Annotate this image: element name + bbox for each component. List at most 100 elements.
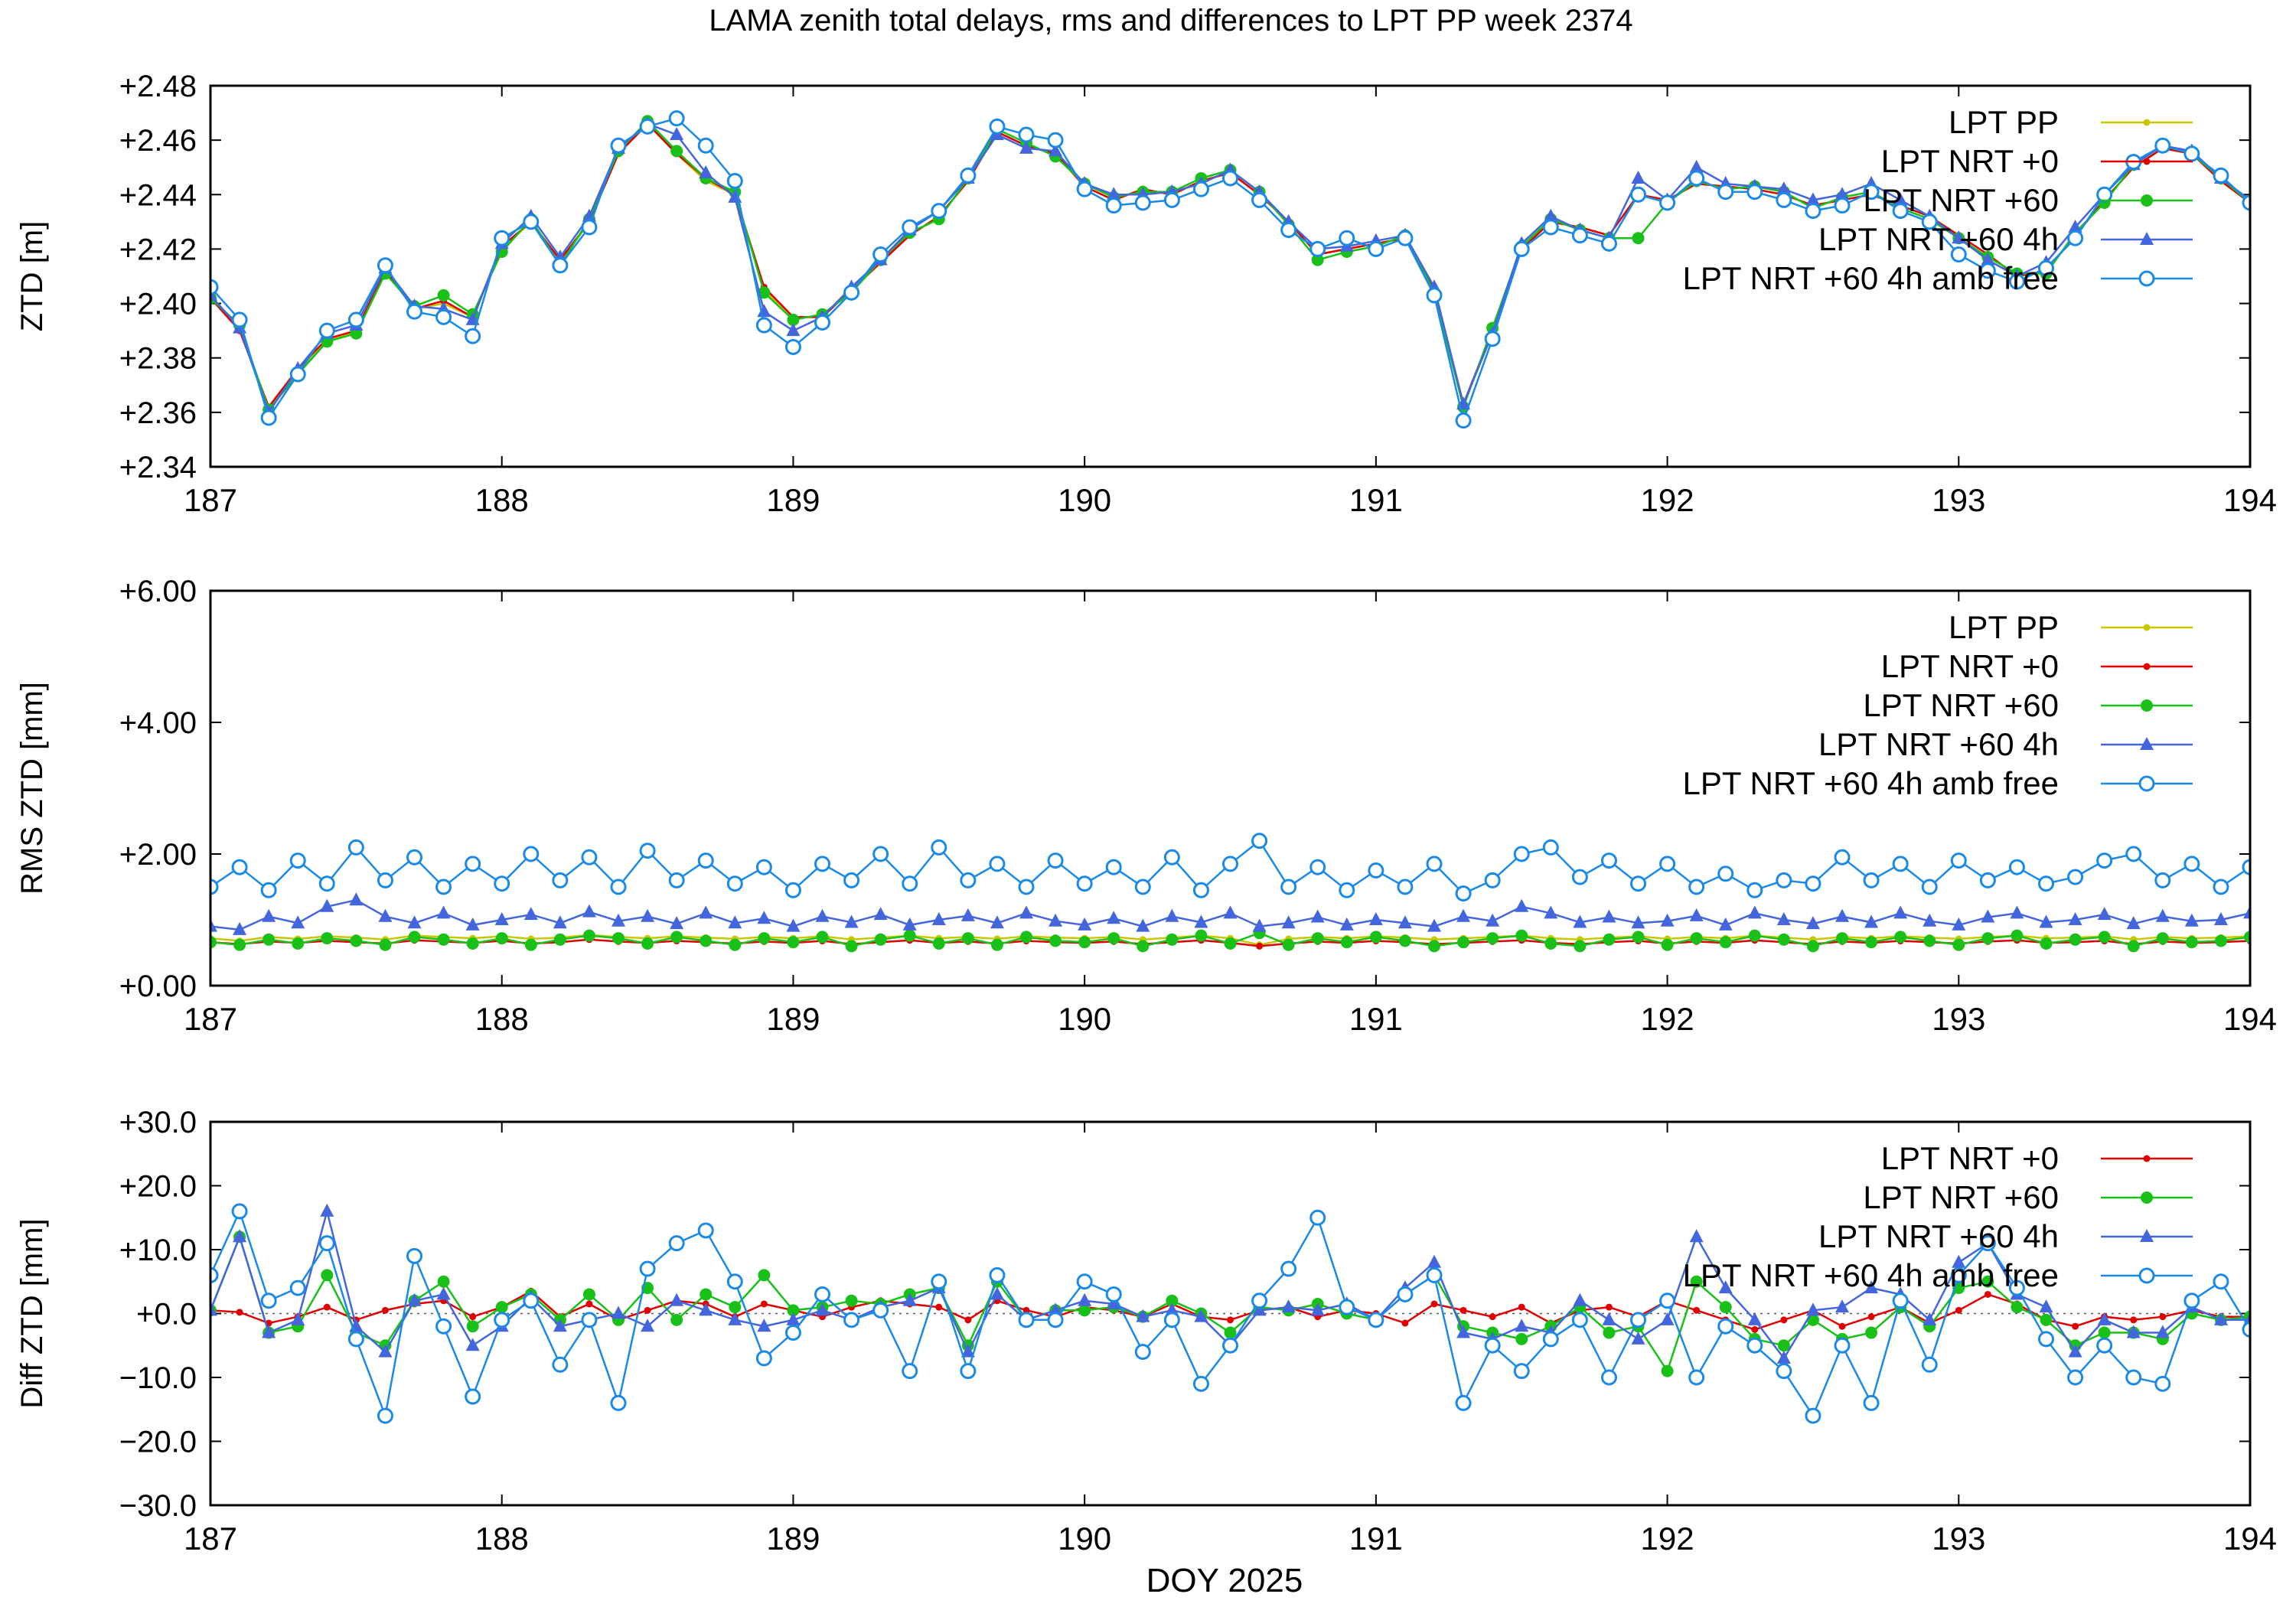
data-point — [1428, 940, 1440, 953]
data-point — [1542, 839, 1559, 856]
y-tick-label: +30.0 — [119, 1106, 197, 1139]
data-point — [1719, 936, 1732, 949]
plot-area — [210, 833, 2250, 953]
legend-marker — [2141, 1191, 2153, 1204]
data-point — [1921, 878, 1938, 895]
data-point — [2097, 907, 2112, 921]
data-point — [932, 937, 945, 950]
y-tick-label: +2.48 — [119, 70, 197, 103]
data-point — [260, 1292, 277, 1309]
data-point — [1251, 1292, 1268, 1309]
data-point — [210, 279, 219, 295]
y-tick-label: −20.0 — [119, 1426, 197, 1459]
data-point — [1690, 1275, 1703, 1288]
data-point — [1222, 170, 1238, 187]
data-point — [2213, 912, 2228, 925]
legend-label: LPT NRT +60 4h amb free — [1683, 1257, 2059, 1293]
data-point — [726, 875, 743, 892]
data-point — [1867, 1313, 1875, 1321]
data-point — [437, 1275, 450, 1288]
data-point — [1747, 1312, 1762, 1325]
data-point — [1426, 1266, 1443, 1283]
data-point — [699, 1302, 713, 1316]
data-point — [1136, 918, 1150, 932]
data-point — [931, 839, 947, 856]
data-point — [1309, 240, 1326, 257]
data-point — [1310, 1302, 1325, 1316]
data-point — [990, 1286, 1004, 1300]
data-point — [872, 1302, 889, 1319]
data-point — [670, 931, 683, 944]
data-point — [1163, 1312, 1180, 1328]
data-point — [2243, 905, 2250, 919]
chart-panel-1: +2.34 +2.36 +2.38 +2.40 +2.42 +2.44 +2.46 +2.48… — [15, 70, 2277, 518]
data-point — [236, 1309, 243, 1316]
data-point — [1893, 905, 1908, 919]
data-point — [1484, 331, 1501, 347]
data-point — [728, 1312, 742, 1325]
data-point — [1659, 1292, 1676, 1309]
data-point — [1835, 908, 1849, 922]
data-point — [581, 849, 598, 865]
data-point — [318, 875, 335, 892]
data-point — [1659, 194, 1676, 211]
x-tick-label: 190 — [1058, 1001, 1111, 1037]
data-point — [1605, 1303, 1613, 1311]
data-point — [1834, 1337, 1851, 1354]
data-point — [495, 1301, 508, 1314]
data-point — [321, 932, 334, 945]
data-point — [1280, 222, 1297, 239]
data-point — [726, 173, 743, 189]
data-point — [1571, 227, 1588, 244]
data-point — [845, 940, 858, 953]
data-point — [1194, 914, 1208, 928]
data-point — [1049, 1302, 1063, 1316]
data-point — [378, 1344, 393, 1358]
data-point — [960, 1363, 977, 1380]
data-point — [2067, 869, 2084, 885]
data-point — [1049, 913, 1063, 927]
y-tick-label: +2.46 — [119, 124, 197, 158]
data-point — [408, 931, 421, 944]
data-point — [1603, 933, 1616, 946]
data-point — [553, 933, 566, 946]
data-point — [2125, 1369, 2142, 1386]
data-point — [2125, 846, 2142, 862]
x-tick-label: 194 — [2223, 1521, 2277, 1556]
data-point — [872, 846, 889, 862]
data-point — [1863, 184, 1880, 200]
data-point — [2159, 1313, 2167, 1321]
data-point — [964, 1316, 972, 1324]
data-point — [931, 203, 947, 220]
data-point — [1134, 194, 1151, 211]
data-point — [960, 908, 975, 921]
data-point — [552, 872, 569, 888]
data-point — [843, 872, 860, 888]
data-point — [644, 1306, 651, 1314]
data-point — [1921, 214, 1938, 230]
x-tick-label: 187 — [184, 482, 237, 518]
data-point — [1834, 849, 1851, 865]
data-point — [1368, 862, 1384, 878]
data-point — [1955, 1306, 1962, 1314]
data-point — [872, 246, 889, 263]
data-point — [1834, 197, 1851, 214]
data-point — [2184, 913, 2199, 927]
data-point — [815, 908, 830, 922]
data-point — [670, 127, 684, 141]
data-point — [2011, 1301, 2024, 1314]
data-point — [639, 1260, 656, 1277]
data-point — [1892, 1292, 1909, 1309]
data-point — [989, 118, 1006, 135]
x-tick-label: 191 — [1349, 482, 1403, 518]
data-point — [289, 852, 306, 869]
data-point — [1602, 909, 1616, 923]
data-point — [787, 936, 800, 949]
data-point — [381, 1306, 389, 1314]
data-point — [639, 843, 656, 859]
data-point — [1573, 914, 1587, 928]
legend-label: LPT PP — [1949, 104, 2059, 140]
data-point — [1746, 184, 1763, 200]
data-point — [1339, 882, 1355, 898]
